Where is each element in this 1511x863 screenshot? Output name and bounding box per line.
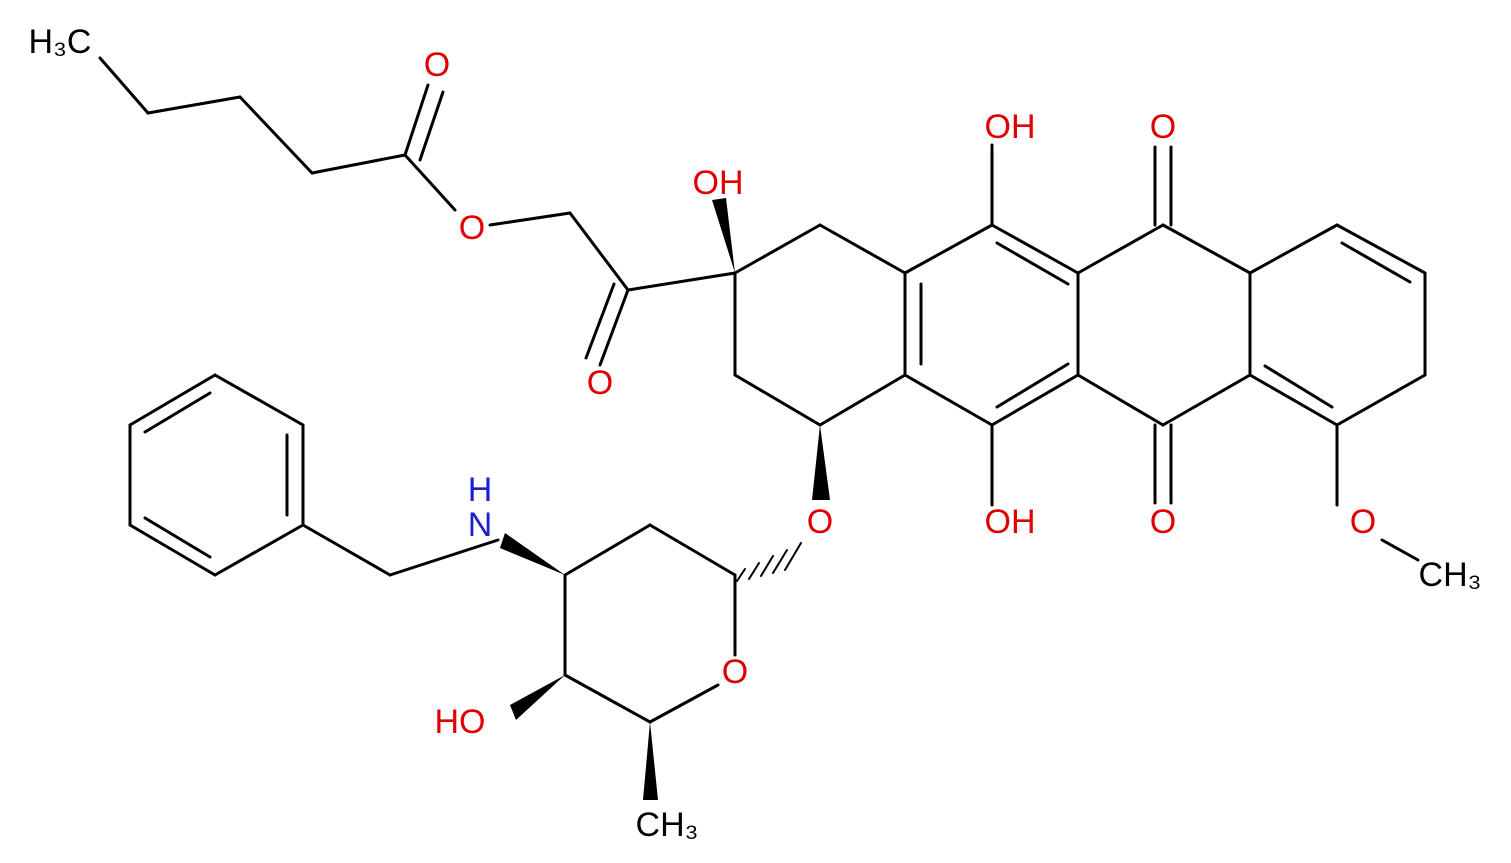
atom-label: HO [435,703,486,741]
atom-label: CH₃ [636,806,699,844]
atom-label: O [1150,503,1176,541]
hashed-bond [736,542,802,582]
atom-label: OH [985,503,1036,541]
atom-label: OH [693,164,744,202]
atom-label: H [468,471,493,509]
atom-label: H₃C [29,23,92,61]
bonds [98,56,1427,800]
atom-label: O [807,503,833,541]
atom-labels: H₃C O O O OH OH O OH O O O CH₃ H N O HO … [29,23,1482,844]
atom-label: O [459,209,485,247]
atom-label: N [468,506,493,544]
atom-label: O [1350,503,1376,541]
atom-label: CH₃ [1419,556,1482,594]
atom-label: OH [985,108,1036,146]
atom-label: O [587,364,613,402]
atom-label: O [722,653,748,691]
atom-label: O [424,46,450,84]
atom-label: O [1150,108,1176,146]
